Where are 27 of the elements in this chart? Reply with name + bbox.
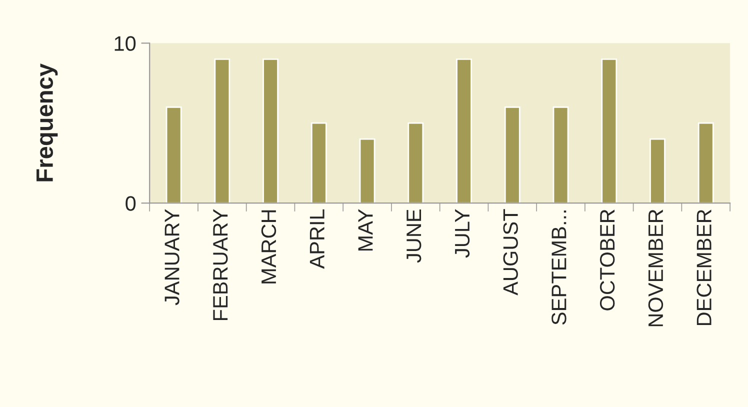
bar [310,122,327,204]
x-tick-label: DECEMBER [696,210,712,326]
x-tick-label: MARCH [261,210,276,284]
bar [552,106,569,204]
x-tick-label: APRIL [310,209,324,269]
y-tick-label: 10 [114,36,136,51]
bar [214,58,230,204]
x-tick-label: OCTOBER [600,210,615,310]
bar [359,138,376,204]
x-tick-label: JANUARY [164,209,180,306]
y-axis-title: Frequency [36,64,58,182]
bar [408,122,424,204]
x-tick-label: SEPTEMB... [552,210,566,325]
x-tick-label: AUGUST [503,209,518,296]
bar [601,58,618,204]
bar [262,58,278,204]
bar [166,106,182,204]
y-tick-label: 0 [126,196,136,211]
x-tick-label: NOVEMBER [648,210,664,326]
bar [456,58,472,204]
x-tick-label: JUNE [406,210,422,263]
x-tick-label: MAY [358,209,373,251]
x-tick-label: JULY [455,209,470,258]
x-tick-label: FEBRUARY [213,209,228,320]
bar [698,122,714,204]
bar [504,106,520,204]
bar [650,138,666,204]
